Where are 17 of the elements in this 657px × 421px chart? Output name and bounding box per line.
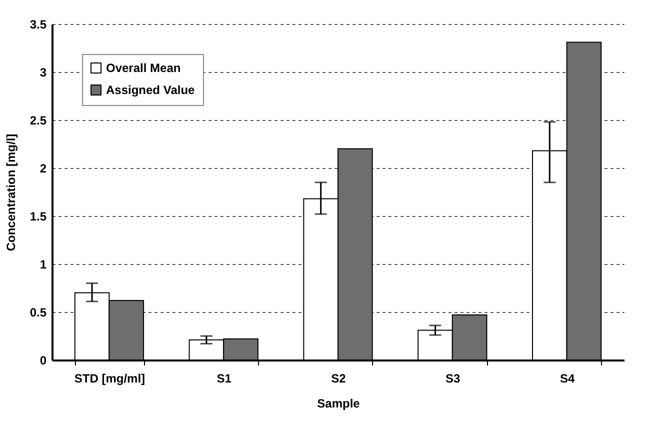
y-tick-label: 1: [40, 258, 47, 272]
x-tick-label: S2: [331, 372, 346, 386]
x-tick-label: S4: [560, 372, 575, 386]
y-tick-label: 2: [40, 162, 47, 176]
y-axis-title: Concentration [mg/l]: [4, 134, 18, 252]
y-tick-label: 3.5: [30, 18, 47, 32]
x-tick-label: STD [mg/ml]: [74, 372, 146, 386]
y-tick-label: 3: [40, 66, 47, 80]
x-tick-label: S1: [216, 372, 232, 386]
legend-label: Overall Mean: [106, 61, 181, 75]
y-tick-label: 1.5: [30, 210, 47, 224]
y-tick-label: 0.5: [30, 306, 47, 320]
x-axis-title: Sample: [317, 396, 360, 410]
x-tick-label: S3: [446, 372, 461, 386]
y-tick-label: 2.5: [30, 114, 47, 128]
legend-label: Assigned Value: [106, 83, 196, 97]
y-tick-label: 0: [40, 354, 47, 368]
